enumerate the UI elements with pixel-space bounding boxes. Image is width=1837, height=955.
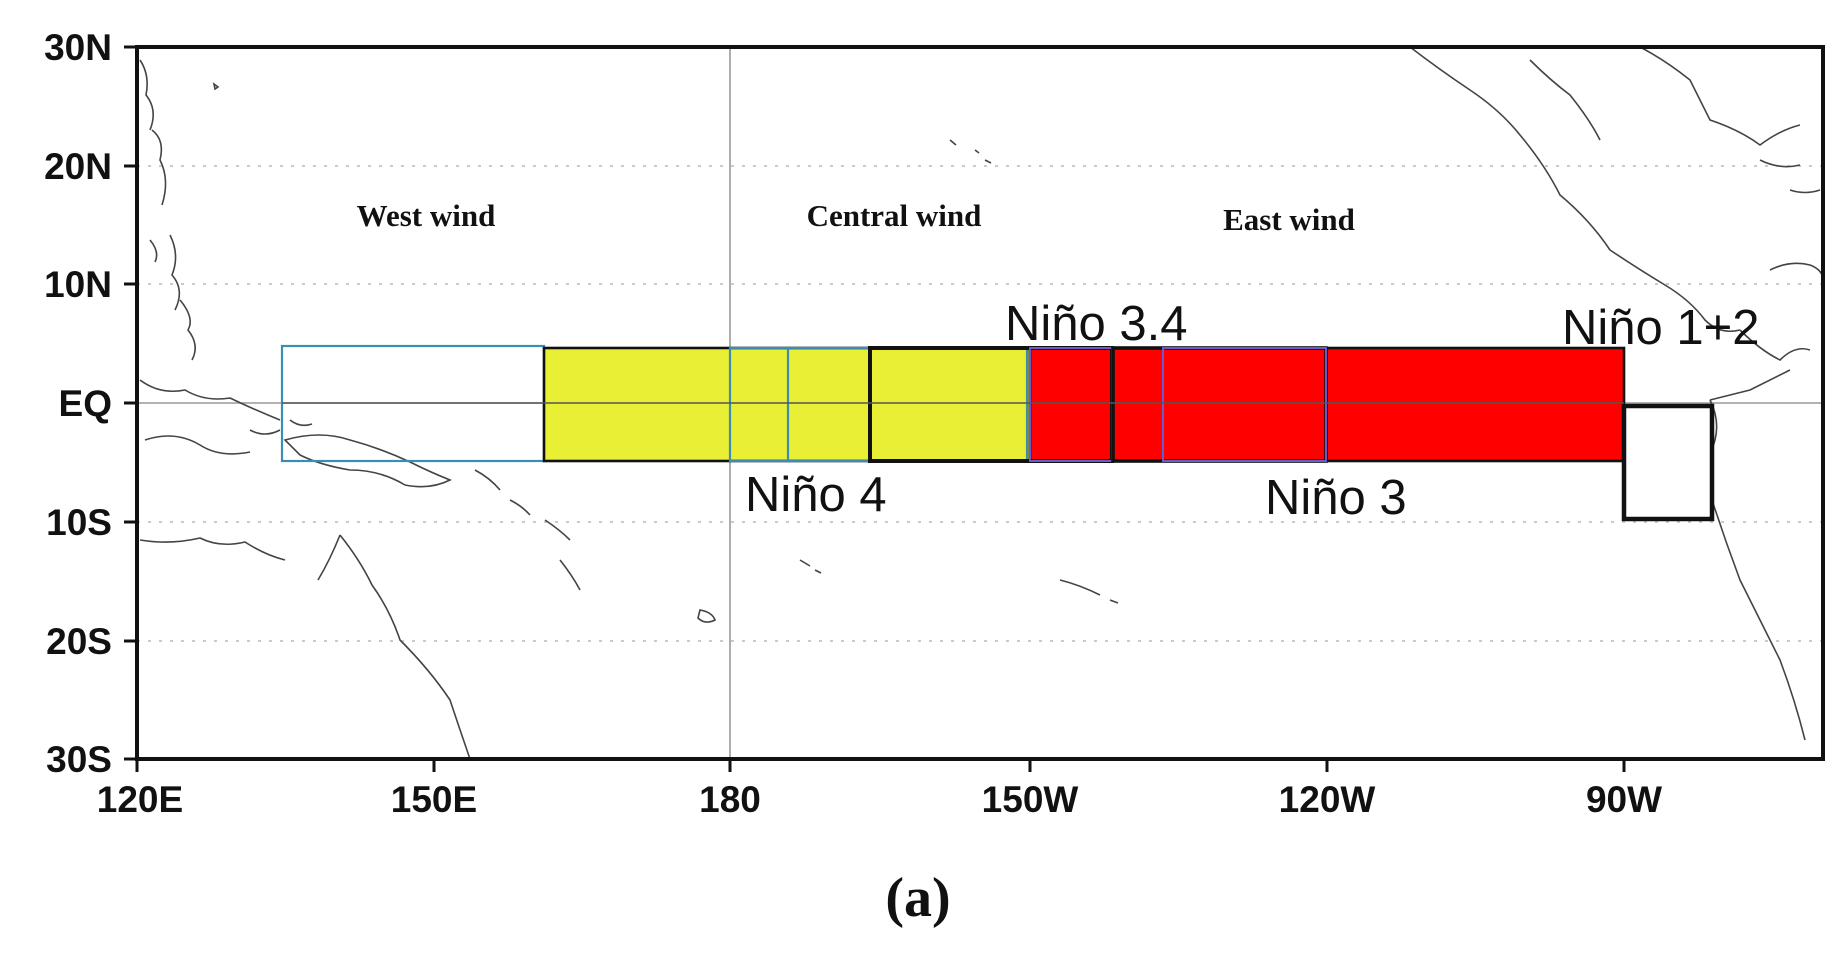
nino3-label: Niño 3 (1265, 471, 1407, 525)
x-tick-label: 120E (97, 779, 183, 820)
y-axis-ticks (124, 45, 137, 761)
nino12-region-box (1621, 403, 1715, 522)
x-axis-ticks (135, 759, 1626, 772)
nino12-label: Niño 1+2 (1562, 301, 1760, 355)
x-tick-label: 150E (391, 779, 477, 820)
nino3-inner-outline (1162, 347, 1327, 462)
west-wind-label: West wind (357, 198, 496, 233)
x-tick-label: 180 (699, 779, 761, 820)
y-tick-label: 10S (46, 502, 112, 543)
nino4-label: Niño 4 (745, 468, 887, 522)
central-wind-label: Central wind (807, 198, 982, 233)
y-tick-label: EQ (59, 383, 112, 424)
y-tick-label: 30S (46, 739, 112, 780)
y-tick-label: 20N (44, 146, 112, 187)
y-tick-label: 20S (46, 621, 112, 662)
x-tick-label: 120W (1279, 779, 1376, 820)
y-tick-label: 30N (44, 27, 112, 68)
x-tick-label: 150W (982, 779, 1079, 820)
x-tick-label: 90W (1586, 779, 1662, 820)
y-tick-label: 10N (44, 264, 112, 305)
panel-label: (a) (885, 867, 950, 929)
east-wind-label: East wind (1223, 202, 1355, 237)
nino34-label: Niño 3.4 (1005, 297, 1188, 351)
coastlines (139, 46, 1824, 760)
